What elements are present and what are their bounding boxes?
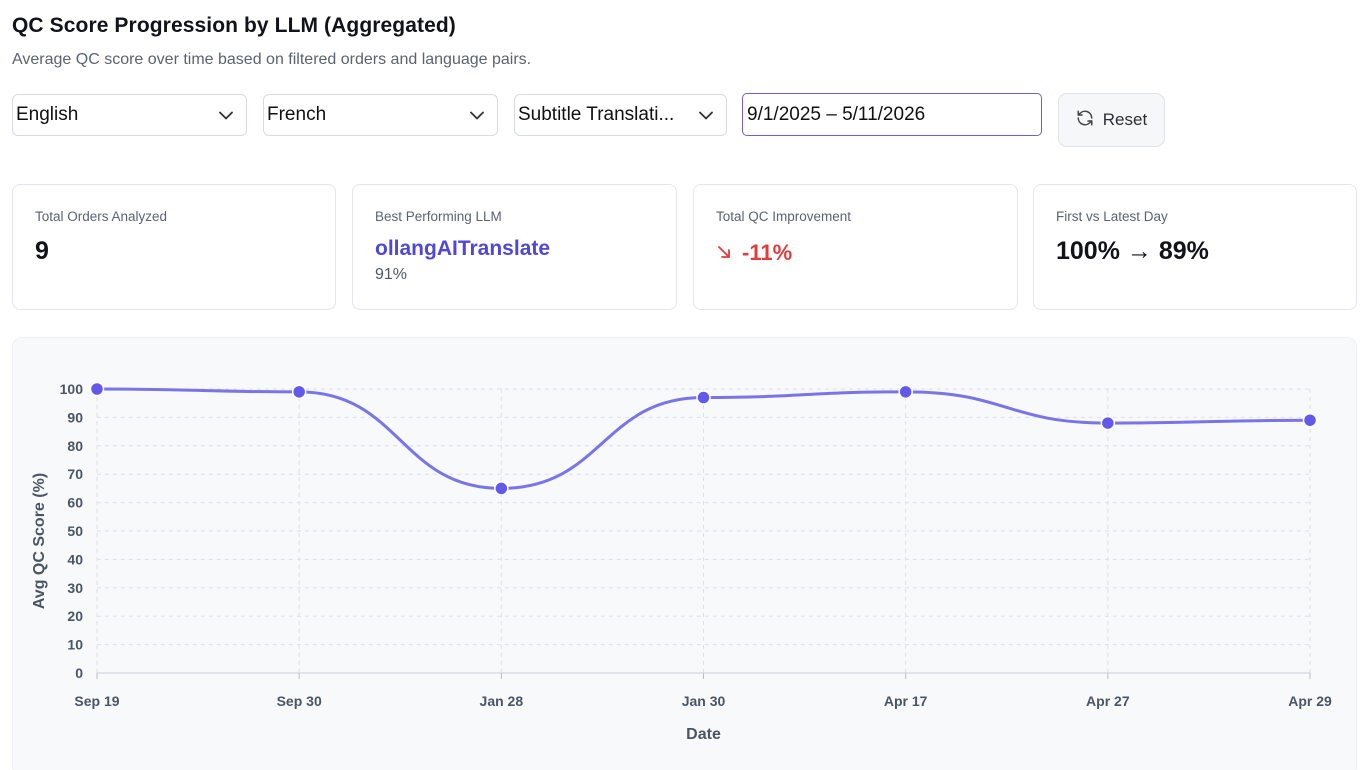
trend-down-icon (716, 240, 732, 266)
stat-card-best-llm: Best Performing LLM ollangAITranslate 91… (352, 184, 677, 310)
page-subtitle: Average QC score over time based on filt… (12, 51, 532, 68)
y-tick-label: 70 (67, 466, 83, 482)
data-point (494, 481, 509, 496)
data-point (898, 384, 913, 400)
stat-value: 9 (35, 237, 49, 265)
qc-score-line-chart: 0 10 20 30 40 50 60 70 80 90 100 Sep 19 Sep 30 Jan 28… (31, 381, 1332, 743)
stat-card-total-orders: Total Orders Analyzed 9 (12, 184, 336, 310)
y-tick-label: 20 (67, 608, 83, 624)
y-tick-label: 100 (60, 381, 84, 397)
target-language-value: French (267, 104, 327, 125)
chart-panel: 0 10 20 30 40 50 60 70 80 90 100 Sep 19 Sep 30 Jan 28… (12, 337, 1357, 770)
stat-value: -11% (742, 240, 793, 265)
x-tick-label: Jan 28 (480, 693, 524, 709)
x-tick-label: Jan 30 (682, 693, 726, 709)
best-llm-name: ollangAITranslate (375, 237, 551, 260)
x-tick-label: Apr 27 (1086, 693, 1130, 709)
date-range-input[interactable] (742, 93, 1042, 136)
stat-label: Best Performing LLM (375, 209, 502, 224)
reset-label: Reset (1102, 110, 1148, 129)
y-tick-label: 50 (67, 523, 83, 539)
y-tick-label: 0 (75, 665, 83, 681)
target-language-select[interactable]: French (263, 94, 498, 136)
data-point (1302, 412, 1318, 428)
refresh-icon (1076, 109, 1094, 132)
source-language-select[interactable]: English (12, 94, 247, 136)
y-tick-label: 10 (67, 637, 83, 653)
stat-card-first-vs-latest: First vs Latest Day 100% → 89% (1033, 184, 1357, 310)
reset-button[interactable]: Reset (1058, 93, 1165, 147)
source-language-value: English (16, 104, 79, 125)
x-tick-label: Sep 30 (277, 693, 322, 709)
stat-card-improvement: Total QC Improvement -11% (693, 184, 1018, 310)
best-llm-score: 91% (375, 266, 408, 283)
y-tick-label: 90 (67, 409, 83, 425)
x-axis-title: Date (686, 726, 721, 743)
y-tick-label: 60 (67, 495, 83, 511)
chevron-down-icon (698, 107, 714, 123)
x-tick-label: Sep 19 (74, 693, 119, 709)
service-value: Subtitle Translati... (518, 104, 675, 125)
page-title: QC Score Progression by LLM (Aggregated) (12, 14, 456, 37)
y-tick-label: 30 (67, 580, 83, 596)
data-point (1100, 415, 1116, 431)
chevron-down-icon (469, 107, 485, 123)
x-tick-label: Apr 17 (884, 693, 928, 709)
data-point (291, 384, 307, 400)
data-point (89, 381, 105, 397)
y-tick-label: 40 (67, 551, 83, 567)
stat-label: Total QC Improvement (716, 209, 852, 224)
y-tick-label: 80 (67, 438, 83, 454)
stat-value: 100% → 89% (1056, 237, 1209, 265)
data-point (696, 390, 711, 405)
y-axis-title: Avg QC Score (%) (31, 473, 48, 609)
x-tick-label: Apr 29 (1288, 693, 1332, 709)
stat-label: Total Orders Analyzed (35, 209, 168, 224)
chevron-down-icon (218, 107, 234, 123)
service-select[interactable]: Subtitle Translati... (514, 94, 727, 136)
stat-label: First vs Latest Day (1056, 209, 1168, 224)
